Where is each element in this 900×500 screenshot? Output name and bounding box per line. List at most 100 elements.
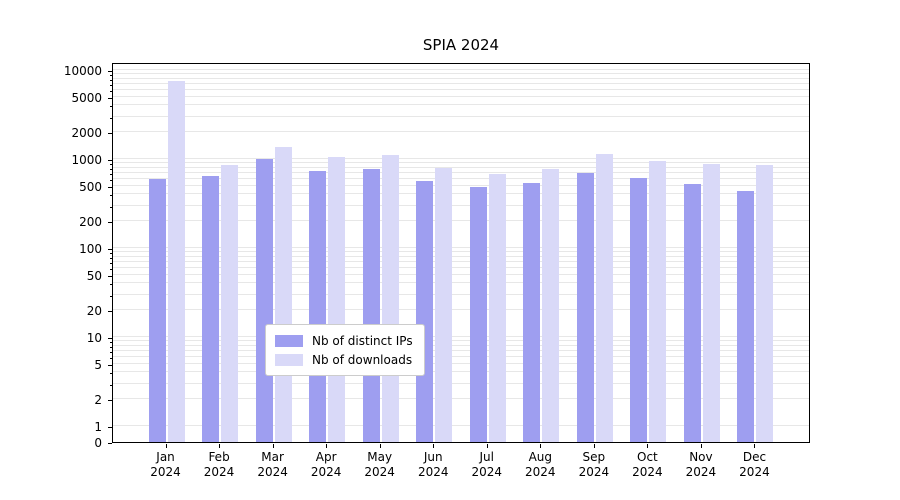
x-tick-label: May 2024 (364, 450, 395, 479)
bar-distinct-ips (737, 190, 755, 442)
y-tick-mark (108, 275, 112, 277)
gridline (113, 171, 809, 173)
y-minor-tick-mark (110, 164, 112, 166)
gridline (113, 251, 809, 253)
y-tick-mark (108, 160, 112, 161)
bar-downloads (221, 165, 239, 442)
x-tick-label: Feb 2024 (203, 450, 235, 479)
chart-title: SPIA 2024 (422, 36, 500, 54)
gridline (113, 162, 809, 164)
y-minor-tick-mark (110, 262, 112, 264)
bar-distinct-ips (309, 170, 327, 442)
y-minor-tick-mark (110, 84, 112, 86)
y-tick-label: 50 (86, 268, 102, 283)
y-tick-mark (108, 400, 112, 402)
y-tick-label: 20 (86, 304, 102, 319)
legend-item-downloads: Nb of downloads (275, 350, 413, 369)
x-tick-mark (326, 444, 328, 448)
gridline (113, 131, 809, 133)
bar-downloads (595, 153, 613, 442)
x-tick-label: Oct 2024 (632, 450, 663, 479)
y-tick-mark (108, 222, 112, 224)
y-tick-label: 1000 (71, 153, 102, 167)
legend-label-distinct-ips: Nb of distinct IPs (312, 333, 413, 348)
y-tick-mark (108, 443, 112, 444)
y-minor-tick-mark (110, 384, 112, 386)
y-minor-tick-mark (110, 257, 112, 259)
y-minor-tick-mark (110, 284, 112, 286)
y-minor-tick-mark (110, 373, 112, 375)
y-minor-tick-mark (110, 351, 112, 353)
y-tick-label: 100 (79, 242, 102, 256)
y-tick-mark (108, 97, 112, 99)
gridline (113, 293, 809, 295)
gridline (113, 177, 809, 179)
gridline (113, 104, 809, 106)
y-tick-mark (108, 71, 112, 72)
y-minor-tick-mark (110, 342, 112, 344)
x-tick-mark (540, 444, 542, 448)
bar-distinct-ips (523, 182, 541, 442)
y-tick-mark (108, 311, 112, 313)
y-minor-tick-mark (110, 179, 112, 181)
x-tick-label: Jun 2024 (417, 450, 449, 479)
x-tick-label: Dec 2024 (739, 450, 770, 479)
gridline (113, 340, 809, 342)
bar-distinct-ips (148, 178, 166, 442)
gridline (113, 77, 809, 79)
y-tick-label: 1 (94, 420, 102, 434)
x-tick-mark (219, 444, 221, 448)
y-tick-label: 10 (86, 331, 102, 345)
gridline (113, 193, 809, 195)
x-tick-mark (433, 444, 435, 448)
gridline (113, 266, 809, 268)
y-tick-label: 500 (79, 179, 102, 194)
gridline (113, 273, 809, 275)
gridline (113, 371, 809, 373)
gridline (113, 115, 809, 117)
y-minor-tick-mark (110, 117, 112, 119)
x-tick-label: Aug 2024 (525, 450, 556, 479)
bar-downloads (649, 160, 667, 442)
y-minor-tick-mark (110, 195, 112, 197)
y-tick-label: 200 (79, 215, 102, 230)
bar-downloads (381, 155, 399, 442)
bar-downloads (274, 147, 292, 442)
plot-area (112, 63, 810, 443)
bar-distinct-ips (576, 172, 594, 442)
y-minor-tick-mark (110, 168, 112, 170)
y-minor-tick-mark (110, 206, 112, 208)
x-tick-mark (647, 444, 649, 448)
gridline (113, 398, 809, 400)
gridline (113, 355, 809, 357)
gridline (113, 309, 809, 311)
bar-distinct-ips (469, 187, 487, 442)
gridline (113, 260, 809, 262)
legend-swatch-distinct-ips (275, 334, 303, 347)
bar-distinct-ips (416, 180, 434, 442)
y-minor-tick-mark (110, 357, 112, 359)
gridline (113, 344, 809, 346)
bar-distinct-ips (362, 169, 380, 442)
y-tick-mark (108, 186, 112, 188)
gridline (113, 88, 809, 90)
gridline (113, 204, 809, 206)
gridline (113, 166, 809, 168)
legend-label-downloads: Nb of downloads (312, 352, 413, 367)
bar-distinct-ips (683, 184, 701, 442)
y-tick-label: 2000 (71, 126, 102, 141)
x-tick-label: Sep 2024 (578, 450, 610, 479)
x-tick-mark (486, 444, 488, 448)
bar-distinct-ips (630, 178, 648, 442)
x-tick-mark (379, 444, 381, 448)
y-minor-tick-mark (110, 173, 112, 175)
gridline (113, 184, 809, 186)
x-tick-label: Jan 2024 (150, 450, 181, 479)
x-tick-mark (593, 444, 595, 448)
gridline (113, 73, 809, 75)
bar-downloads (435, 167, 453, 442)
gridline (113, 220, 809, 222)
gridline (113, 255, 809, 257)
y-minor-tick-mark (110, 79, 112, 81)
y-minor-tick-mark (110, 90, 112, 92)
